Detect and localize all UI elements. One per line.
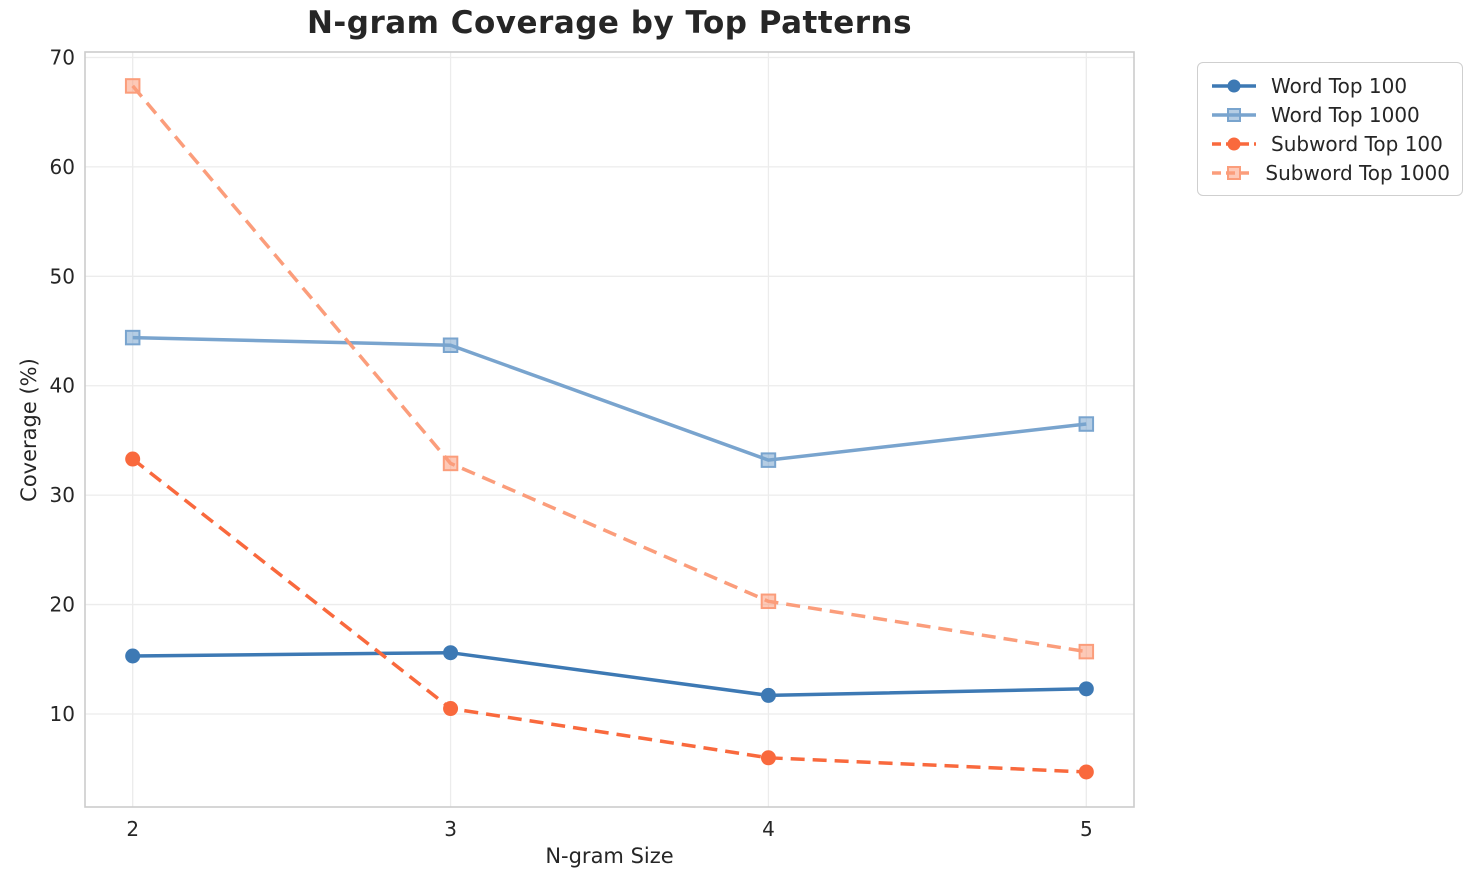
data-point-subword-top-1000 bbox=[1078, 643, 1095, 660]
series-line-word-top-1000 bbox=[132, 335, 1087, 462]
legend-line-sample-word-top-1000 bbox=[1212, 107, 1256, 122]
legend-label: Subword Top 100 bbox=[1271, 131, 1443, 156]
legend-item-subword-top-1000: Subword Top 1000 bbox=[1210, 158, 1450, 187]
x-axis-label: N-gram Size bbox=[545, 844, 674, 868]
data-point-word-top-1000 bbox=[1227, 107, 1241, 122]
data-point-word-top-1000 bbox=[760, 452, 777, 468]
data-point-word-top-1000 bbox=[442, 337, 459, 353]
data-point-word-top-1000 bbox=[1078, 416, 1095, 432]
chart-title: N-gram Coverage by Top Patterns bbox=[306, 5, 913, 41]
x-tick-label: 4 bbox=[762, 817, 775, 841]
data-point-subword-top-100 bbox=[125, 451, 141, 467]
legend-label: Word Top 1000 bbox=[1271, 102, 1420, 127]
legend-label: Subword Top 1000 bbox=[1265, 160, 1450, 185]
x-tick-label: 2 bbox=[126, 817, 139, 841]
legend-line-sample-word-top-100 bbox=[1212, 79, 1256, 92]
data-point-subword-top-1000 bbox=[760, 593, 777, 610]
y-tick-label: 70 bbox=[50, 45, 75, 69]
y-tick-label: 60 bbox=[50, 155, 75, 179]
legend-item-subword-top-100: Subword Top 100 bbox=[1210, 129, 1450, 158]
data-point-subword-top-1000 bbox=[442, 455, 459, 472]
legend-item-word-top-100: Word Top 100 bbox=[1210, 71, 1450, 100]
plot-border bbox=[84, 51, 1135, 808]
data-point-word-top-100 bbox=[760, 687, 776, 703]
series-line-subword-top-1000 bbox=[131, 84, 1087, 654]
y-axis-label: Coverage (%) bbox=[17, 358, 41, 502]
data-point-subword-top-1000 bbox=[1227, 165, 1241, 180]
data-point-subword-top-100 bbox=[1078, 764, 1094, 780]
y-tick-label: 10 bbox=[50, 702, 75, 726]
legend-line-sample-subword-top-100 bbox=[1212, 137, 1256, 150]
x-tick-label: 5 bbox=[1080, 817, 1093, 841]
legend: Word Top 100 Word Top 1000 Subword Top 100… bbox=[1197, 62, 1463, 196]
y-tick-label: 50 bbox=[50, 264, 75, 288]
data-point-word-top-1000 bbox=[124, 329, 141, 346]
y-tick-label: 40 bbox=[50, 374, 75, 398]
data-point-subword-top-100 bbox=[1227, 137, 1241, 150]
data-point-subword-top-1000 bbox=[124, 78, 141, 94]
data-point-subword-top-100 bbox=[443, 701, 459, 717]
x-tick-label: 3 bbox=[444, 817, 457, 841]
data-point-word-top-100 bbox=[125, 648, 141, 664]
y-tick-label: 30 bbox=[50, 483, 75, 507]
series-line-subword-top-100 bbox=[131, 457, 1087, 774]
series-line-word-top-100 bbox=[132, 650, 1087, 698]
data-point-subword-top-100 bbox=[760, 750, 776, 766]
legend-line-sample-subword-top-1000 bbox=[1212, 165, 1253, 180]
legend-label: Word Top 100 bbox=[1271, 73, 1408, 98]
data-point-word-top-100 bbox=[1078, 681, 1094, 697]
legend-item-word-top-1000: Word Top 1000 bbox=[1210, 100, 1450, 129]
y-tick-label: 20 bbox=[50, 593, 75, 617]
data-point-word-top-100 bbox=[1227, 79, 1241, 92]
data-point-word-top-100 bbox=[443, 645, 459, 661]
